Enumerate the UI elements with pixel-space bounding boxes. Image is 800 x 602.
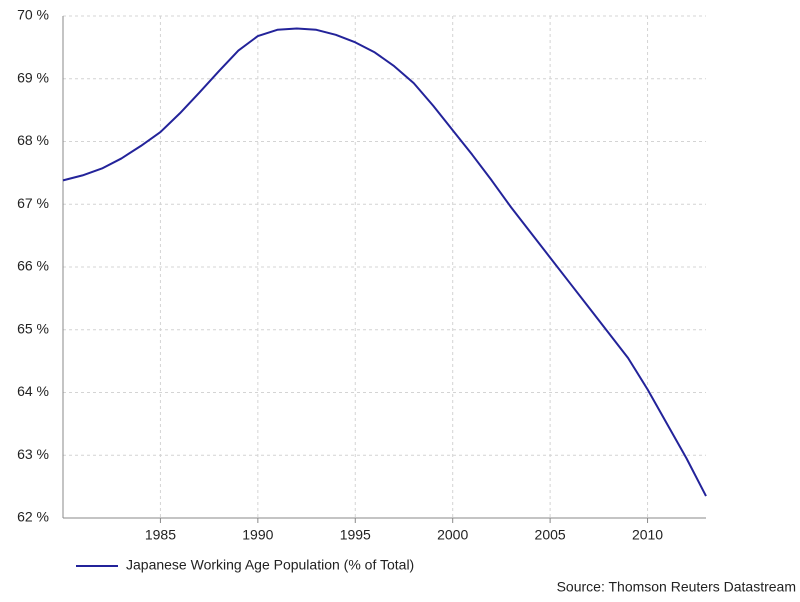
y-tick-label: 63 % — [17, 446, 49, 462]
x-tick-label: 2005 — [535, 527, 566, 543]
y-tick-label: 69 % — [17, 69, 49, 85]
y-tick-label: 70 % — [17, 7, 49, 23]
x-tick-label: 1995 — [340, 527, 371, 543]
y-tick-label: 64 % — [17, 383, 49, 399]
x-tick-label: 2010 — [632, 527, 663, 543]
series-line — [62, 27, 707, 497]
y-tick-label: 62 % — [17, 509, 49, 525]
y-tick-label: 68 % — [17, 132, 49, 148]
y-tick-label: 67 % — [17, 195, 49, 211]
legend-label: Japanese Working Age Population (% of To… — [126, 557, 414, 573]
x-tick-label: 2000 — [437, 527, 468, 543]
y-tick-label: 65 % — [17, 320, 49, 336]
x-tick-label: 1990 — [242, 527, 273, 543]
source-note: Source: Thomson Reuters Datastream — [557, 579, 796, 595]
x-tick-label: 1985 — [145, 527, 176, 543]
y-tick-label: 66 % — [17, 258, 49, 274]
